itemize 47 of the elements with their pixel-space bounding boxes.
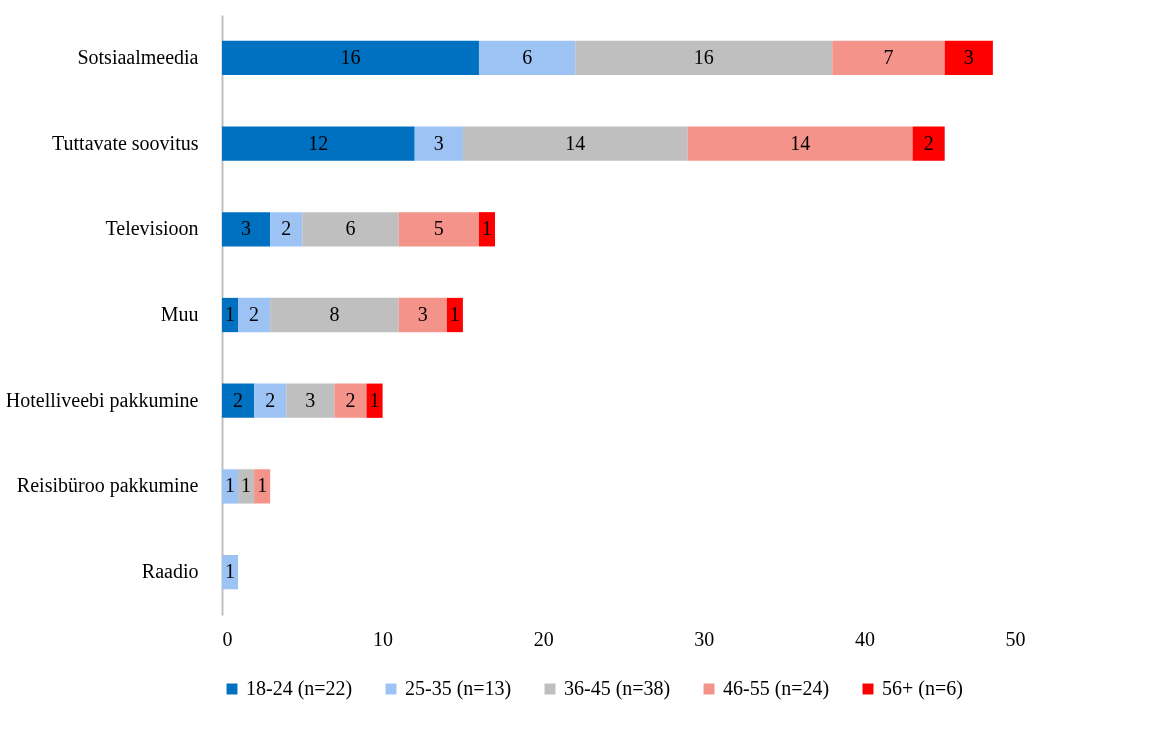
- data-label: 1: [449, 303, 460, 325]
- x-tick-label: 0: [222, 627, 233, 650]
- data-label: 14: [565, 131, 586, 154]
- data-label: 2: [923, 131, 934, 154]
- data-label: 2: [281, 217, 292, 240]
- data-label: 8: [329, 303, 340, 325]
- data-label: 3: [963, 45, 974, 68]
- x-tick-label: 10: [373, 627, 394, 650]
- data-label: 5: [433, 217, 444, 240]
- data-label: 3: [305, 388, 316, 411]
- y-tick-label: Raadio: [141, 560, 199, 583]
- y-tick-label: Reisibüroo pakkumine: [16, 474, 199, 498]
- data-label: 16: [340, 45, 361, 68]
- data-label: 2: [233, 388, 244, 411]
- data-label: 2: [345, 388, 356, 411]
- y-tick-label: Sotsiaalmeedia: [77, 45, 199, 68]
- legend-label: 25-35 (n=13): [405, 677, 512, 700]
- data-label: 1: [225, 303, 236, 325]
- legend-label: 18-24 (n=22): [246, 677, 353, 700]
- legend-label: 46-55 (n=24): [723, 677, 830, 700]
- data-label: 3: [417, 303, 428, 325]
- y-tick-label: Hotelliveebi pakkumine: [5, 388, 199, 412]
- data-label: 1: [257, 474, 268, 497]
- x-tick-label: 50: [1005, 627, 1026, 650]
- data-label: 12: [308, 131, 329, 154]
- data-label: 16: [693, 45, 714, 68]
- data-label: 2: [265, 388, 276, 411]
- data-label: 1: [225, 560, 236, 583]
- y-tick-label: Tuttavate soovitus: [52, 131, 199, 154]
- data-label: 1: [241, 474, 252, 497]
- data-label: 7: [883, 45, 894, 68]
- data-label: 14: [790, 131, 811, 154]
- data-label: 1: [481, 217, 492, 240]
- data-label: 6: [345, 217, 356, 240]
- data-label: 1: [225, 474, 236, 497]
- data-label: 1: [369, 388, 380, 411]
- y-tick-label: Muu: [160, 303, 199, 325]
- data-label: 3: [433, 131, 444, 154]
- legend-label: 56+ (n=6): [882, 677, 963, 700]
- data-label: 3: [241, 217, 252, 240]
- data-label: 6: [522, 45, 533, 68]
- legend-label: 36-45 (n=38): [564, 677, 671, 700]
- x-tick-label: 30: [694, 627, 715, 650]
- x-tick-label: 20: [533, 627, 554, 650]
- y-tick-label: Televisioon: [105, 217, 199, 240]
- data-label: 2: [249, 303, 260, 325]
- x-tick-label: 40: [854, 627, 875, 650]
